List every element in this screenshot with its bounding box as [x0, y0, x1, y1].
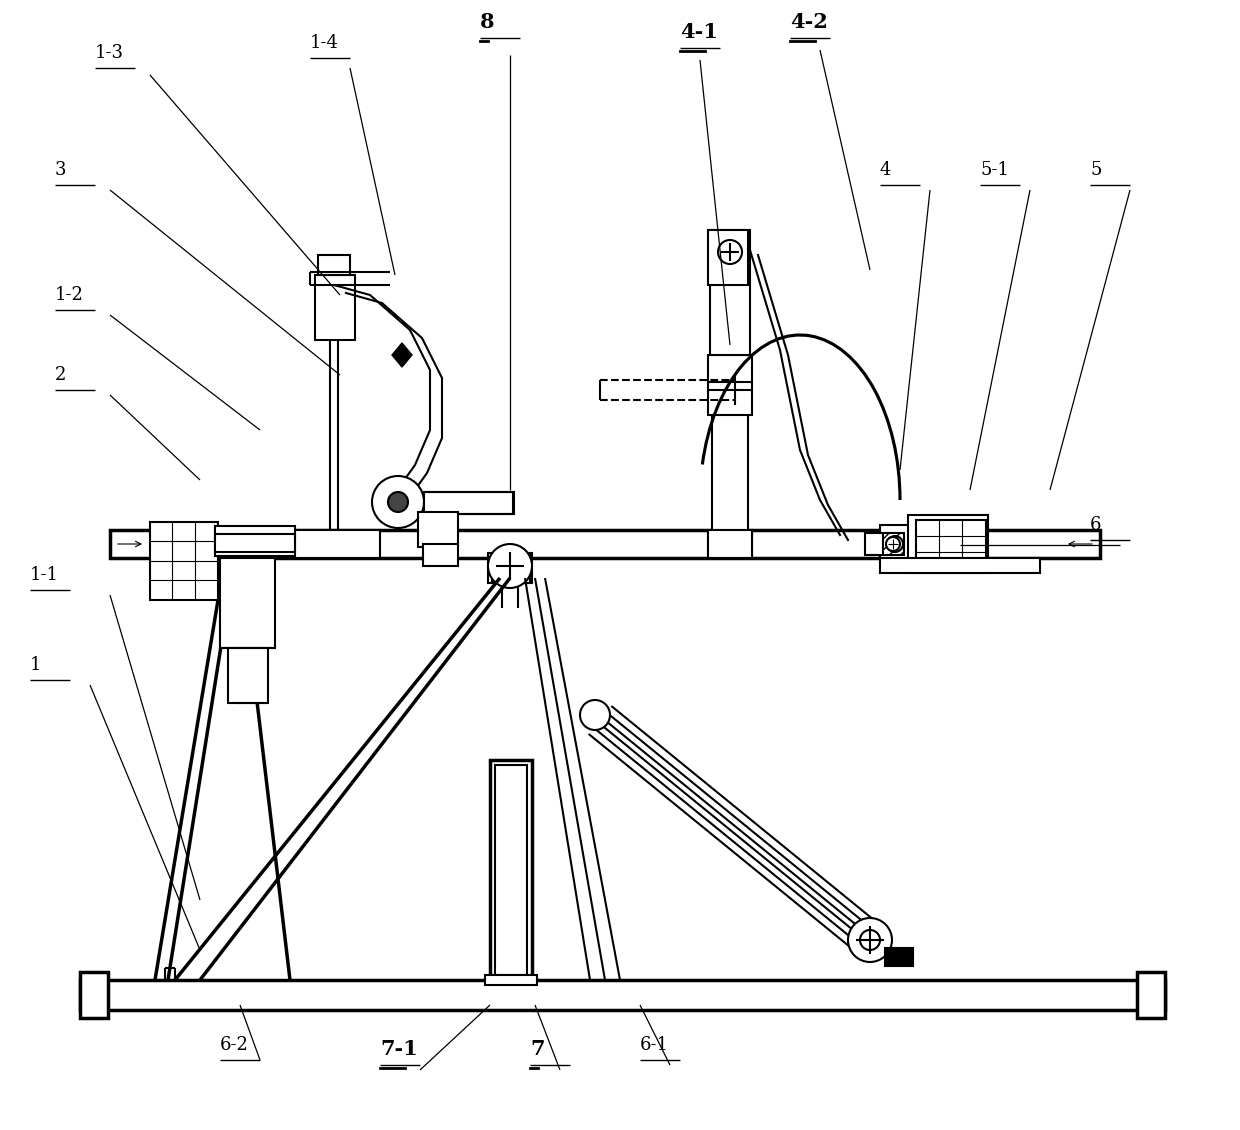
- Text: 7-1: 7-1: [379, 1038, 418, 1059]
- Bar: [418, 512, 458, 547]
- Bar: [215, 534, 295, 551]
- Text: 2: 2: [55, 366, 67, 384]
- Circle shape: [372, 476, 424, 528]
- Bar: [219, 558, 275, 647]
- Bar: [228, 647, 268, 703]
- Text: 1-2: 1-2: [55, 286, 84, 304]
- Bar: [423, 544, 458, 566]
- Bar: [308, 533, 352, 555]
- Circle shape: [887, 536, 903, 551]
- Circle shape: [489, 544, 532, 588]
- Text: 6: 6: [1090, 516, 1101, 534]
- Text: 4-2: 4-2: [790, 12, 828, 32]
- Circle shape: [388, 492, 408, 512]
- Bar: [708, 533, 751, 555]
- Bar: [711, 231, 750, 355]
- Bar: [495, 765, 527, 975]
- Text: 7: 7: [529, 1038, 544, 1059]
- Bar: [492, 553, 529, 583]
- Text: 5-1: 5-1: [980, 160, 1009, 179]
- Bar: [712, 240, 748, 350]
- Bar: [708, 355, 751, 415]
- Bar: [708, 231, 748, 285]
- Bar: [315, 275, 355, 340]
- Text: 1-3: 1-3: [95, 44, 124, 62]
- Bar: [908, 515, 988, 573]
- Bar: [880, 525, 910, 560]
- Bar: [150, 522, 218, 600]
- Circle shape: [887, 537, 900, 551]
- Bar: [708, 530, 751, 558]
- Circle shape: [848, 918, 892, 962]
- Text: 1-1: 1-1: [30, 566, 60, 584]
- Circle shape: [580, 699, 610, 730]
- Text: 3: 3: [55, 160, 67, 179]
- Text: 1-4: 1-4: [310, 34, 339, 52]
- Text: 6-1: 6-1: [640, 1036, 670, 1054]
- Bar: [1137, 972, 1166, 1018]
- Bar: [81, 972, 108, 1018]
- Circle shape: [861, 930, 880, 950]
- Text: 1: 1: [30, 657, 41, 673]
- Text: 8: 8: [480, 12, 495, 32]
- Bar: [885, 948, 913, 966]
- Polygon shape: [392, 344, 412, 367]
- Bar: [880, 558, 1040, 573]
- Bar: [485, 975, 537, 985]
- Bar: [866, 533, 883, 555]
- Text: 6-2: 6-2: [219, 1036, 249, 1054]
- Bar: [882, 533, 904, 555]
- Text: 4: 4: [880, 160, 892, 179]
- Bar: [489, 553, 532, 583]
- Bar: [490, 760, 532, 980]
- Bar: [81, 980, 1166, 1010]
- Bar: [215, 525, 295, 556]
- Bar: [317, 255, 350, 275]
- Circle shape: [718, 240, 742, 264]
- Bar: [916, 520, 986, 568]
- Text: 5: 5: [1090, 160, 1101, 179]
- Text: 4-1: 4-1: [680, 21, 718, 42]
- Bar: [424, 492, 515, 514]
- Bar: [280, 530, 379, 558]
- Bar: [110, 530, 1100, 558]
- Bar: [712, 350, 748, 530]
